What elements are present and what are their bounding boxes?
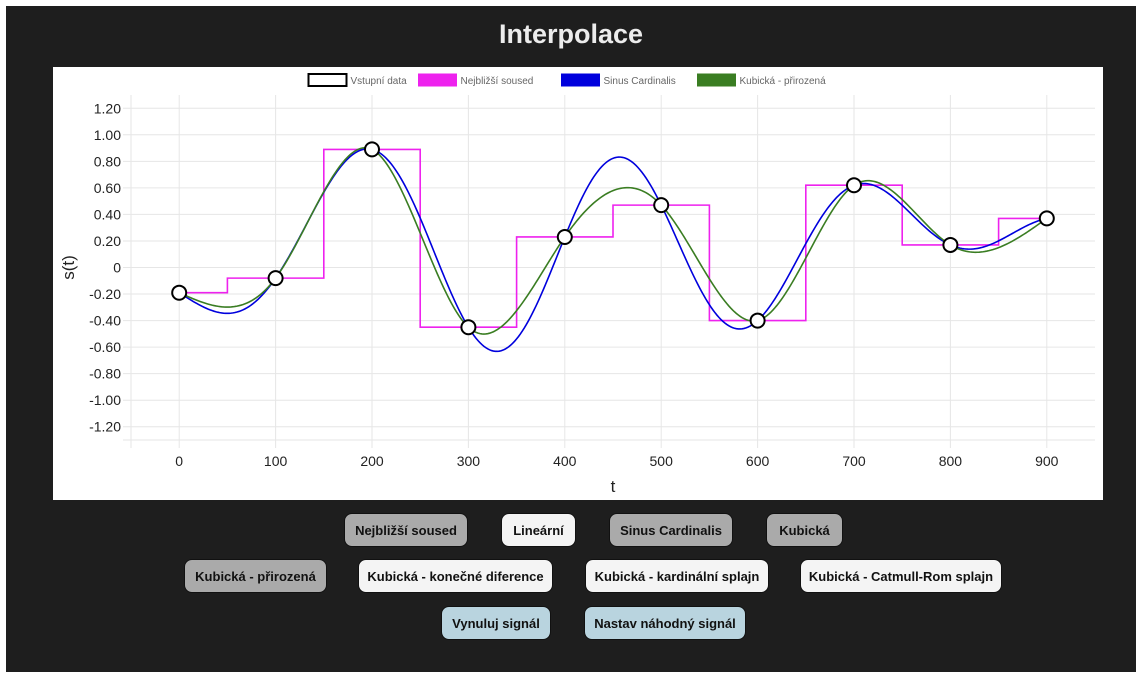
interpolation-chart: 1.20 1.00 0.80 0.60 0.40 0.20 0 -0.20 -0.40 -0.60… — [59, 73, 1095, 496]
x-tick-label: 500 — [650, 453, 674, 469]
data-point[interactable] — [171, 284, 188, 301]
y-tick-label: -0.40 — [89, 313, 121, 329]
y-tick-label: 0.20 — [94, 233, 121, 249]
catmull-rom-spline-button[interactable]: Kubická - Catmull-Rom splajn — [800, 559, 1002, 593]
x-axis-title: t — [611, 477, 616, 496]
data-point[interactable] — [846, 177, 862, 194]
data-point[interactable] — [267, 270, 284, 287]
legend-swatch-3[interactable] — [697, 73, 736, 87]
x-tick-label: 700 — [842, 453, 866, 469]
y-tick-label: -0.60 — [89, 339, 121, 355]
series-nearest-neighbor-line — [179, 148, 1047, 329]
legend-label-0[interactable]: Vstupní data — [351, 76, 408, 87]
x-tick-label: 300 — [457, 453, 481, 469]
data-point[interactable] — [460, 319, 477, 336]
finite-difference-cubic-button[interactable]: Kubická - konečné diference — [358, 559, 553, 593]
y-tick-label: 0 — [113, 260, 121, 276]
data-point[interactable] — [942, 236, 959, 253]
x-tick-label: 800 — [939, 453, 963, 469]
x-tick-label: 400 — [553, 453, 577, 469]
cardinal-spline-button[interactable]: Kubická - kardinální splajn — [585, 559, 769, 593]
x-tick-label: 0 — [175, 453, 183, 469]
chart-panel: 1.20 1.00 0.80 0.60 0.40 0.20 0 -0.20 -0.40 -0.60… — [53, 67, 1103, 500]
data-point[interactable] — [749, 312, 766, 329]
y-tick-label: -1.00 — [89, 392, 121, 408]
legend-swatch-2[interactable] — [561, 73, 600, 87]
legend-swatch-1[interactable] — [418, 73, 457, 87]
page-title: Interpolace — [498, 19, 644, 49]
data-point[interactable] — [556, 228, 573, 245]
y-tick-label: -0.20 — [89, 286, 121, 302]
x-tick-label: 600 — [746, 453, 770, 469]
linear-button[interactable]: Lineární — [501, 513, 576, 547]
legend-label-3[interactable]: Kubická - přirozená — [740, 76, 827, 87]
y-tick-label: 0.80 — [94, 153, 121, 169]
legend-swatch-0[interactable] — [307, 73, 348, 87]
legend-label-2[interactable]: Sinus Cardinalis — [604, 76, 676, 87]
sinc-button[interactable]: Sinus Cardinalis — [609, 513, 733, 547]
x-tick-label: 100 — [264, 453, 288, 469]
y-tick-label: 0.40 — [94, 206, 121, 222]
app-window: Interpolace 1.20 1.00 0.80 0.60 0.40 0.20 0 -0.… — [6, 6, 1136, 672]
y-tick-label: -1.20 — [89, 419, 121, 435]
legend-label-1[interactable]: Nejbližší soused — [461, 76, 534, 87]
series-natural-cubic-line — [178, 146, 1048, 335]
random-signal-button[interactable]: Nastav náhodný signál — [584, 606, 746, 640]
y-tick-label: 1.20 — [94, 100, 121, 116]
y-tick-label: -0.80 — [89, 366, 121, 382]
reset-signal-button[interactable]: Vynuluj signál — [441, 606, 551, 640]
data-point[interactable] — [364, 141, 380, 158]
nearest-neighbor-button[interactable]: Nejbližší soused — [344, 513, 468, 547]
data-point[interactable] — [653, 197, 670, 214]
x-tick-label: 900 — [1035, 453, 1059, 469]
y-tick-label: 1.00 — [94, 127, 121, 143]
natural-cubic-button[interactable]: Kubická - přirozená — [184, 559, 327, 593]
data-point[interactable] — [1038, 210, 1055, 227]
cubic-button[interactable]: Kubická — [766, 513, 843, 547]
y-tick-label: 0.60 — [94, 180, 121, 196]
x-tick-label: 200 — [360, 453, 384, 469]
y-axis-title: s(t) — [59, 255, 78, 280]
